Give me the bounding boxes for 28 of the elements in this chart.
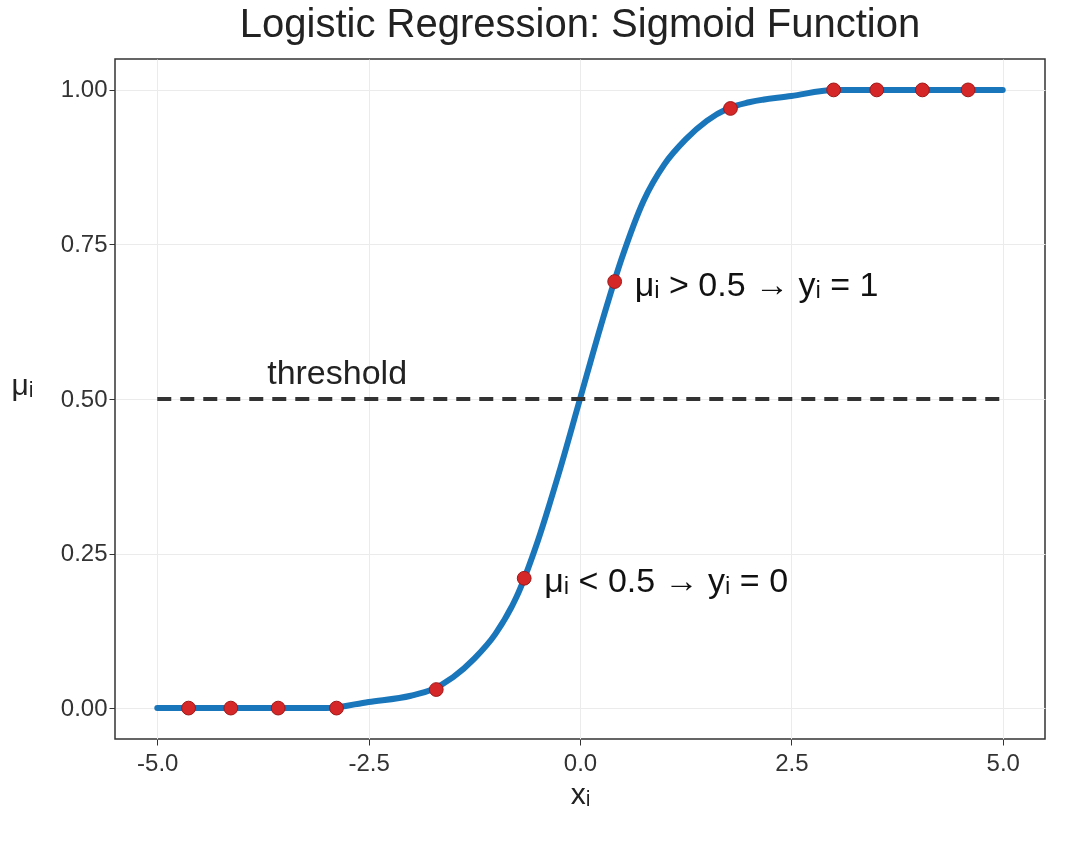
point bbox=[329, 700, 344, 716]
x-tick-label: -5.0 bbox=[137, 748, 179, 776]
point bbox=[960, 82, 976, 98]
annotation: μᵢ < 0.5 → yᵢ = 0 bbox=[544, 561, 789, 600]
y-tick-label: 0.50 bbox=[60, 384, 108, 412]
y-axis-title: μᵢ bbox=[11, 367, 34, 401]
x-tick-label: 2.5 bbox=[775, 748, 809, 776]
ref-line-label: threshold bbox=[267, 353, 408, 391]
y-tick-label: 1.00 bbox=[60, 75, 108, 103]
point bbox=[915, 82, 930, 98]
point bbox=[516, 570, 532, 586]
chart-title: Logistic Regression: Sigmoid Function bbox=[239, 1, 921, 45]
point bbox=[428, 682, 444, 697]
x-tick-label: 5.0 bbox=[986, 748, 1020, 776]
x-tick-label: 0.0 bbox=[563, 748, 598, 776]
y-tick-label: 0.75 bbox=[60, 229, 108, 257]
point bbox=[270, 700, 286, 716]
y-tick-label: 0.00 bbox=[60, 693, 108, 721]
x-axis-title: xᵢ bbox=[570, 776, 591, 810]
y-tick-label: 0.25 bbox=[60, 539, 108, 567]
point bbox=[181, 700, 196, 716]
point bbox=[723, 101, 738, 116]
point bbox=[223, 700, 239, 716]
point bbox=[826, 82, 842, 98]
x-tick-label: -2.5 bbox=[348, 748, 390, 776]
point bbox=[869, 82, 885, 98]
annotation: μᵢ > 0.5 → yᵢ = 1 bbox=[634, 264, 879, 303]
point bbox=[607, 274, 623, 289]
